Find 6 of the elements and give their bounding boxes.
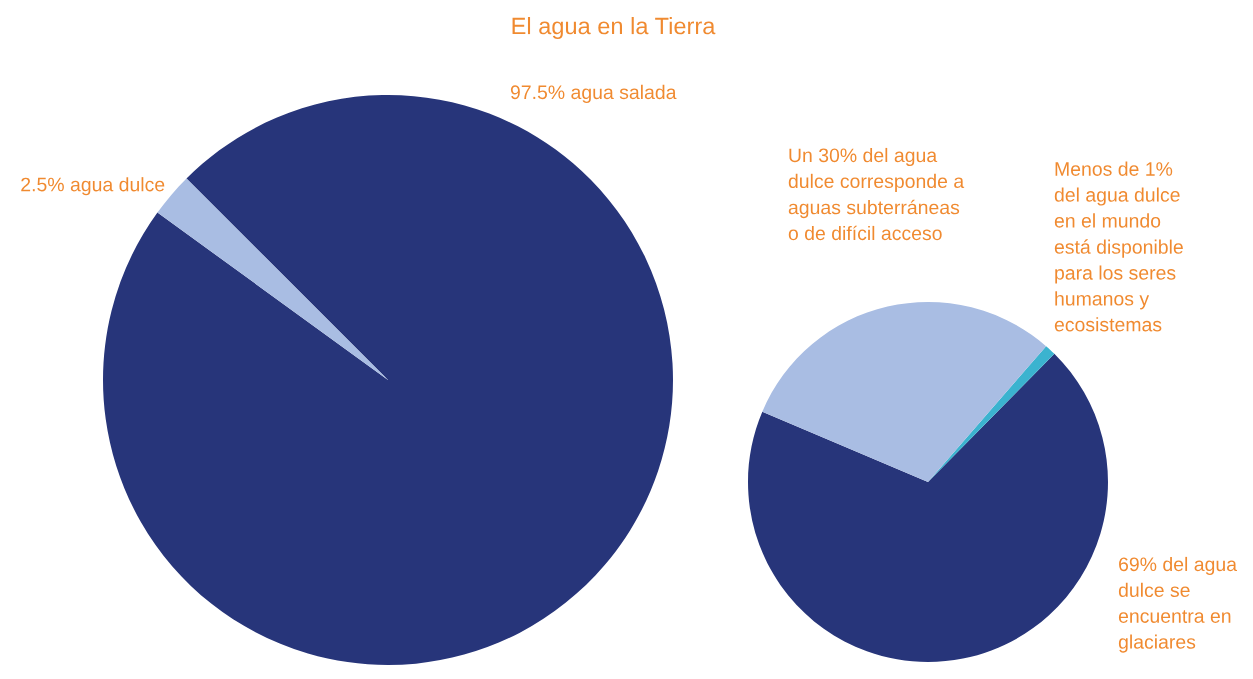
chart-title: El agua en la Tierra xyxy=(512,17,716,39)
slice-label: 97.5% agua salada xyxy=(510,84,677,103)
slice-label: Un 30% del agua dulce corresponde a aguas subterráneas o de difícil acceso xyxy=(788,147,965,241)
slice-label: 2.5% agua dulce xyxy=(21,177,165,196)
slice-label: 69% del agua dulce se encuentra en glaciares xyxy=(1118,556,1238,653)
slice-label: Menos de 1% del agua dulce en el mundo está disponible para los seres humanos y ecosistemas xyxy=(1054,161,1183,332)
